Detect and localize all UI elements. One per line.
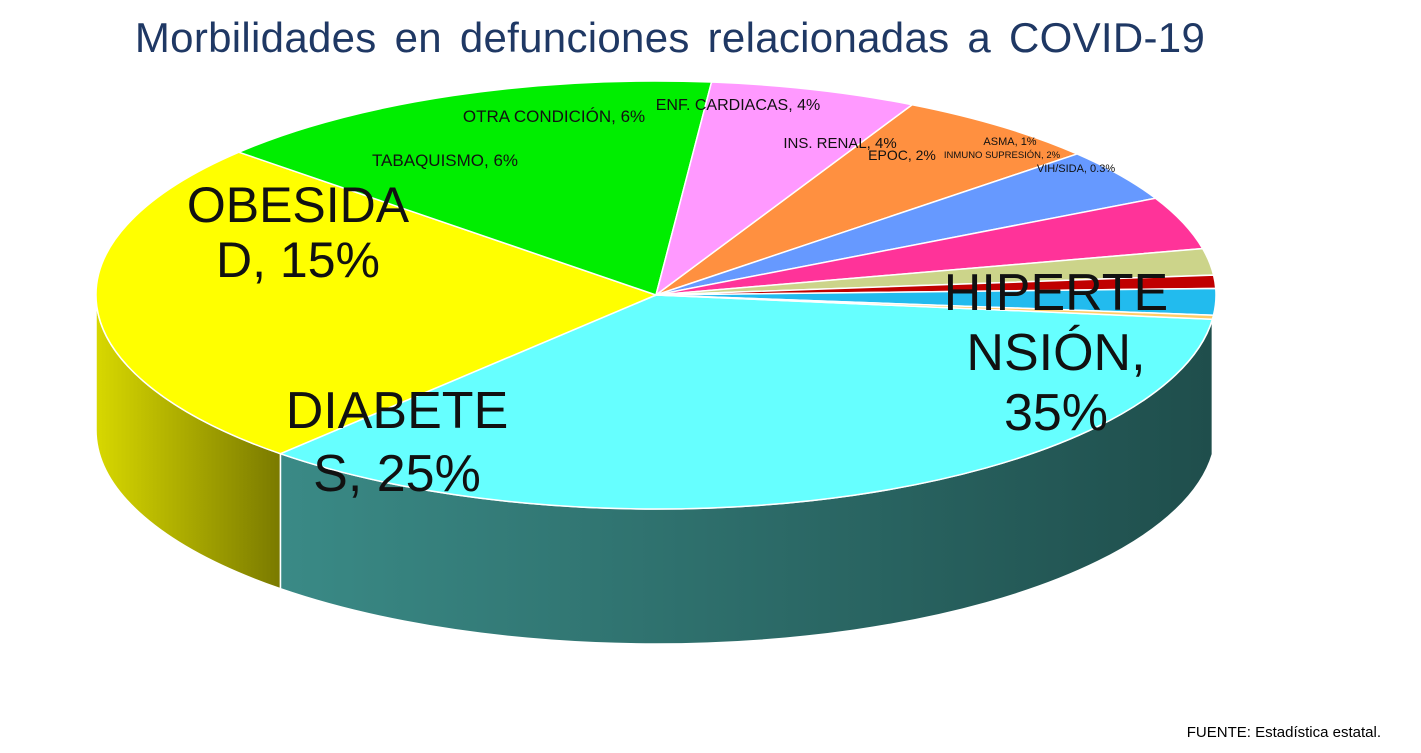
slice-diabetes [95, 151, 659, 455]
label-diabetes: DIABETE S, 25% [286, 382, 509, 503]
slice-vih-sida [655, 294, 1215, 320]
label-otra-condicion: OTRA CONDICIÓN, 6% [463, 107, 645, 126]
slice-tabaquismo [654, 81, 915, 297]
slice-obesidad [236, 80, 713, 296]
chart-title: Morbilidades en defunciones relacionadas… [134, 14, 1206, 61]
slice-otra-condici-n [655, 103, 1080, 296]
source-note: FUENTE: Estadística estatal. [1186, 724, 1381, 741]
slice-hipertensi-n [278, 294, 1214, 510]
label-obesidad: OBESIDA D, 15% [187, 177, 410, 288]
label-asma: ASMA, 1% [983, 136, 1036, 148]
label-enf-cardiacas: ENF. CARDIACAS, 4% [656, 97, 820, 114]
label-hipertension: HIPERTE NSIÓN, 35% [944, 264, 1168, 442]
label-vih-sida: VIH/SIDA, 0.3% [1037, 163, 1115, 175]
label-inmuno-supresion: INMUNO SUPRESIÓN, 2% [944, 150, 1061, 161]
label-epoc: EPOC, 2% [868, 147, 936, 163]
label-tabaquismo: TABAQUISMO, 6% [372, 151, 518, 170]
label-ins-renal: INS. RENAL, 4% [783, 135, 896, 152]
